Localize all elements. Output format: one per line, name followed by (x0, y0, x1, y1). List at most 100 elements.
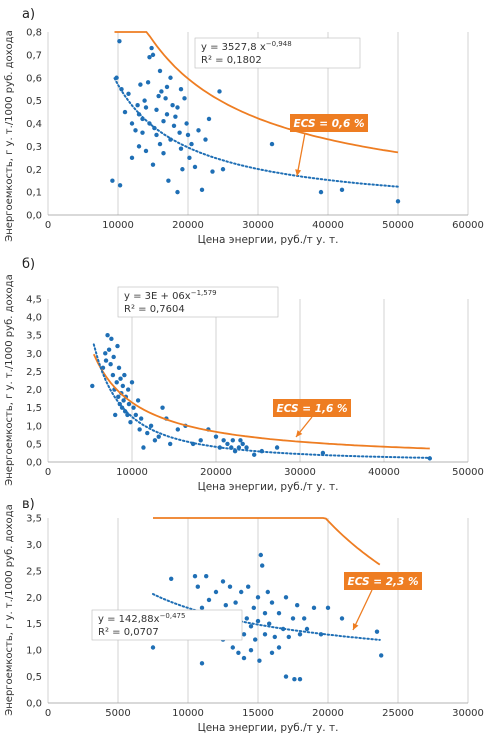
data-point (164, 112, 170, 117)
ecs-arrow-head (296, 430, 303, 437)
data-point (129, 155, 135, 161)
y-tick-label: 0,0 (26, 458, 42, 469)
ecs-arrow-head (352, 623, 359, 630)
data-point (143, 148, 149, 154)
x-tick-label: 15000 (242, 708, 274, 719)
data-point (125, 387, 131, 392)
data-point (274, 445, 280, 450)
data-point (145, 80, 151, 85)
data-point (170, 103, 175, 108)
data-point (173, 114, 178, 119)
data-point (239, 589, 244, 595)
y-tick-label: 2,0 (26, 385, 42, 396)
x-tick-label: 40000 (312, 220, 344, 231)
data-point (118, 376, 123, 381)
x-tick-label: 60000 (452, 220, 484, 231)
panel-label: а) (22, 7, 35, 22)
data-point (213, 434, 219, 439)
data-point (286, 634, 291, 640)
data-point (241, 632, 247, 637)
y-tick-label: 0,2 (26, 165, 42, 176)
data-point (133, 412, 139, 418)
data-point (192, 573, 198, 579)
data-point (161, 151, 166, 156)
data-point (135, 398, 141, 403)
data-point (168, 75, 173, 80)
data-point (198, 438, 203, 443)
data-point (108, 362, 113, 367)
data-point (374, 629, 380, 634)
data-point (143, 105, 149, 110)
data-point (196, 128, 201, 133)
data-point (163, 96, 168, 101)
y-tick-label: 0,5 (26, 439, 42, 450)
equation-exponent: −0,475 (160, 612, 186, 620)
ecs-arrow-line (296, 132, 306, 177)
data-point (255, 618, 261, 624)
data-point (379, 653, 384, 658)
x-tick-label: 0 (45, 467, 51, 478)
equation-base: y = 142,88x (98, 614, 160, 625)
data-point (318, 189, 324, 195)
equation-exponent: −0,948 (266, 40, 292, 48)
ecs-curve (114, 31, 399, 154)
data-point (113, 412, 118, 418)
data-point (187, 155, 192, 161)
data-point (236, 650, 241, 655)
data-point (135, 103, 140, 108)
y-tick-label: 4,5 (26, 295, 42, 306)
y-tick-label: 0,5 (26, 96, 42, 107)
data-point (199, 605, 205, 611)
data-point (185, 132, 191, 138)
panel-label: в) (22, 497, 35, 512)
data-point (302, 616, 307, 621)
r-squared: R² = 0,1802 (201, 55, 262, 66)
y-tick-label: 1,0 (26, 646, 42, 657)
data-point (140, 130, 145, 135)
data-point (276, 610, 282, 616)
y-tick-label: 0,6 (26, 73, 42, 84)
ecs-label: ECS = 2,3 % (348, 576, 419, 588)
y-tick-label: 0,4 (26, 119, 42, 130)
data-point (265, 589, 270, 595)
x-tick-label: 20000 (312, 708, 344, 719)
x-tick-label: 20000 (172, 220, 204, 231)
data-point (177, 130, 182, 135)
x-tick-label: 10000 (116, 467, 148, 478)
r-squared: R² = 0,0707 (98, 627, 159, 638)
power-trendline (152, 593, 381, 641)
ecs-label: ECS = 1,6 % (277, 403, 348, 415)
equation-exponent: −1,579 (191, 289, 217, 297)
data-point (221, 438, 226, 443)
x-tick-label: 20000 (200, 467, 232, 478)
trend-equation: y = 3E + 06x−1,579 (124, 289, 217, 302)
equation-box (91, 609, 243, 641)
x-tick-label: 30000 (284, 467, 316, 478)
x-tick-label: 10000 (172, 708, 204, 719)
y-tick-label: 2,5 (26, 566, 42, 577)
y-axis-title: Энергоемкость, г у. т./1000 руб. дохода (4, 274, 15, 485)
data-point (129, 380, 135, 385)
data-point (253, 637, 258, 642)
y-tick-label: 3,0 (26, 349, 42, 360)
data-point (295, 603, 300, 608)
data-point (223, 603, 228, 608)
y-axis-title: Энергоемкость, г у. т./1000 руб. дохода (4, 30, 15, 241)
data-point (131, 405, 136, 410)
data-point (120, 383, 126, 389)
ecs-label-box (273, 399, 351, 417)
data-point (290, 616, 296, 621)
data-point (255, 595, 261, 600)
data-point (220, 579, 226, 584)
y-tick-label: 2,0 (26, 593, 42, 604)
data-point (122, 109, 128, 115)
data-point (141, 445, 146, 450)
data-point (283, 674, 289, 679)
y-tick-label: 0,1 (26, 188, 42, 199)
y-tick-label: 0,7 (26, 50, 42, 61)
data-point (149, 45, 154, 51)
x-tick-label: 25000 (382, 708, 414, 719)
data-point (138, 82, 143, 87)
equation-box (194, 37, 361, 69)
data-point (257, 658, 262, 663)
